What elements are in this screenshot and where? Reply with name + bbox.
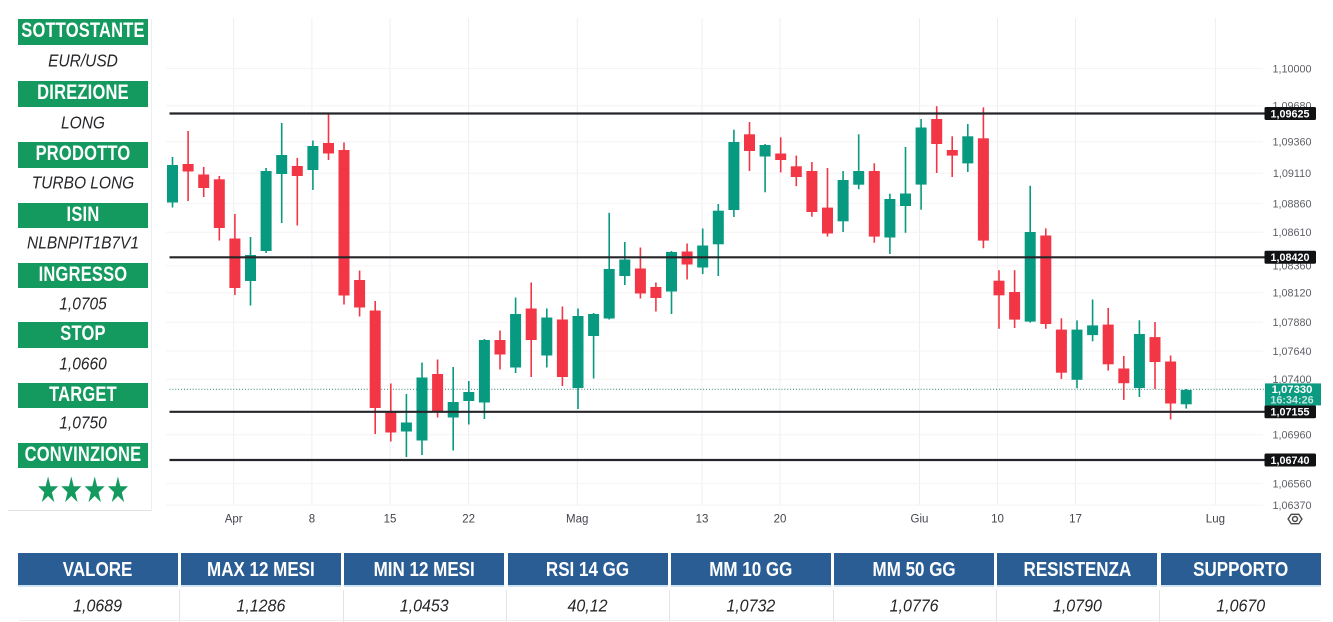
- svg-text:1,10000: 1,10000: [1272, 63, 1311, 75]
- svg-text:1,06960: 1,06960: [1272, 430, 1311, 442]
- svg-text:17: 17: [1069, 514, 1082, 526]
- svg-text:1,07640: 1,07640: [1272, 346, 1311, 358]
- svg-text:16:34:26: 16:34:26: [1270, 395, 1313, 407]
- svg-text:1,09110: 1,09110: [1273, 168, 1311, 180]
- svg-text:1,09625: 1,09625: [1270, 108, 1309, 120]
- svg-text:13: 13: [696, 514, 709, 526]
- svg-text:Giu: Giu: [911, 514, 929, 526]
- svg-text:1,07880: 1,07880: [1272, 317, 1311, 329]
- svg-text:1,07330: 1,07330: [1272, 384, 1313, 396]
- svg-text:15: 15: [384, 514, 397, 526]
- svg-text:1,06560: 1,06560: [1272, 478, 1311, 490]
- svg-text:Apr: Apr: [225, 514, 243, 526]
- svg-text:1,09360: 1,09360: [1272, 137, 1311, 149]
- svg-text:1,08860: 1,08860: [1272, 198, 1311, 210]
- svg-text:Lug: Lug: [1206, 514, 1225, 526]
- svg-text:1,08420: 1,08420: [1270, 252, 1309, 264]
- svg-text:1,06740: 1,06740: [1270, 455, 1309, 467]
- svg-text:Mag: Mag: [566, 514, 588, 526]
- svg-text:1,06370: 1,06370: [1272, 500, 1311, 512]
- svg-text:1,07400: 1,07400: [1272, 374, 1311, 386]
- svg-text:1,08120: 1,08120: [1272, 287, 1311, 299]
- svg-text:22: 22: [462, 514, 475, 526]
- svg-text:1,08610: 1,08610: [1272, 227, 1311, 239]
- svg-text:10: 10: [991, 514, 1004, 526]
- svg-text:20: 20: [774, 514, 787, 526]
- svg-text:1,07155: 1,07155: [1270, 407, 1309, 419]
- svg-text:8: 8: [309, 514, 315, 526]
